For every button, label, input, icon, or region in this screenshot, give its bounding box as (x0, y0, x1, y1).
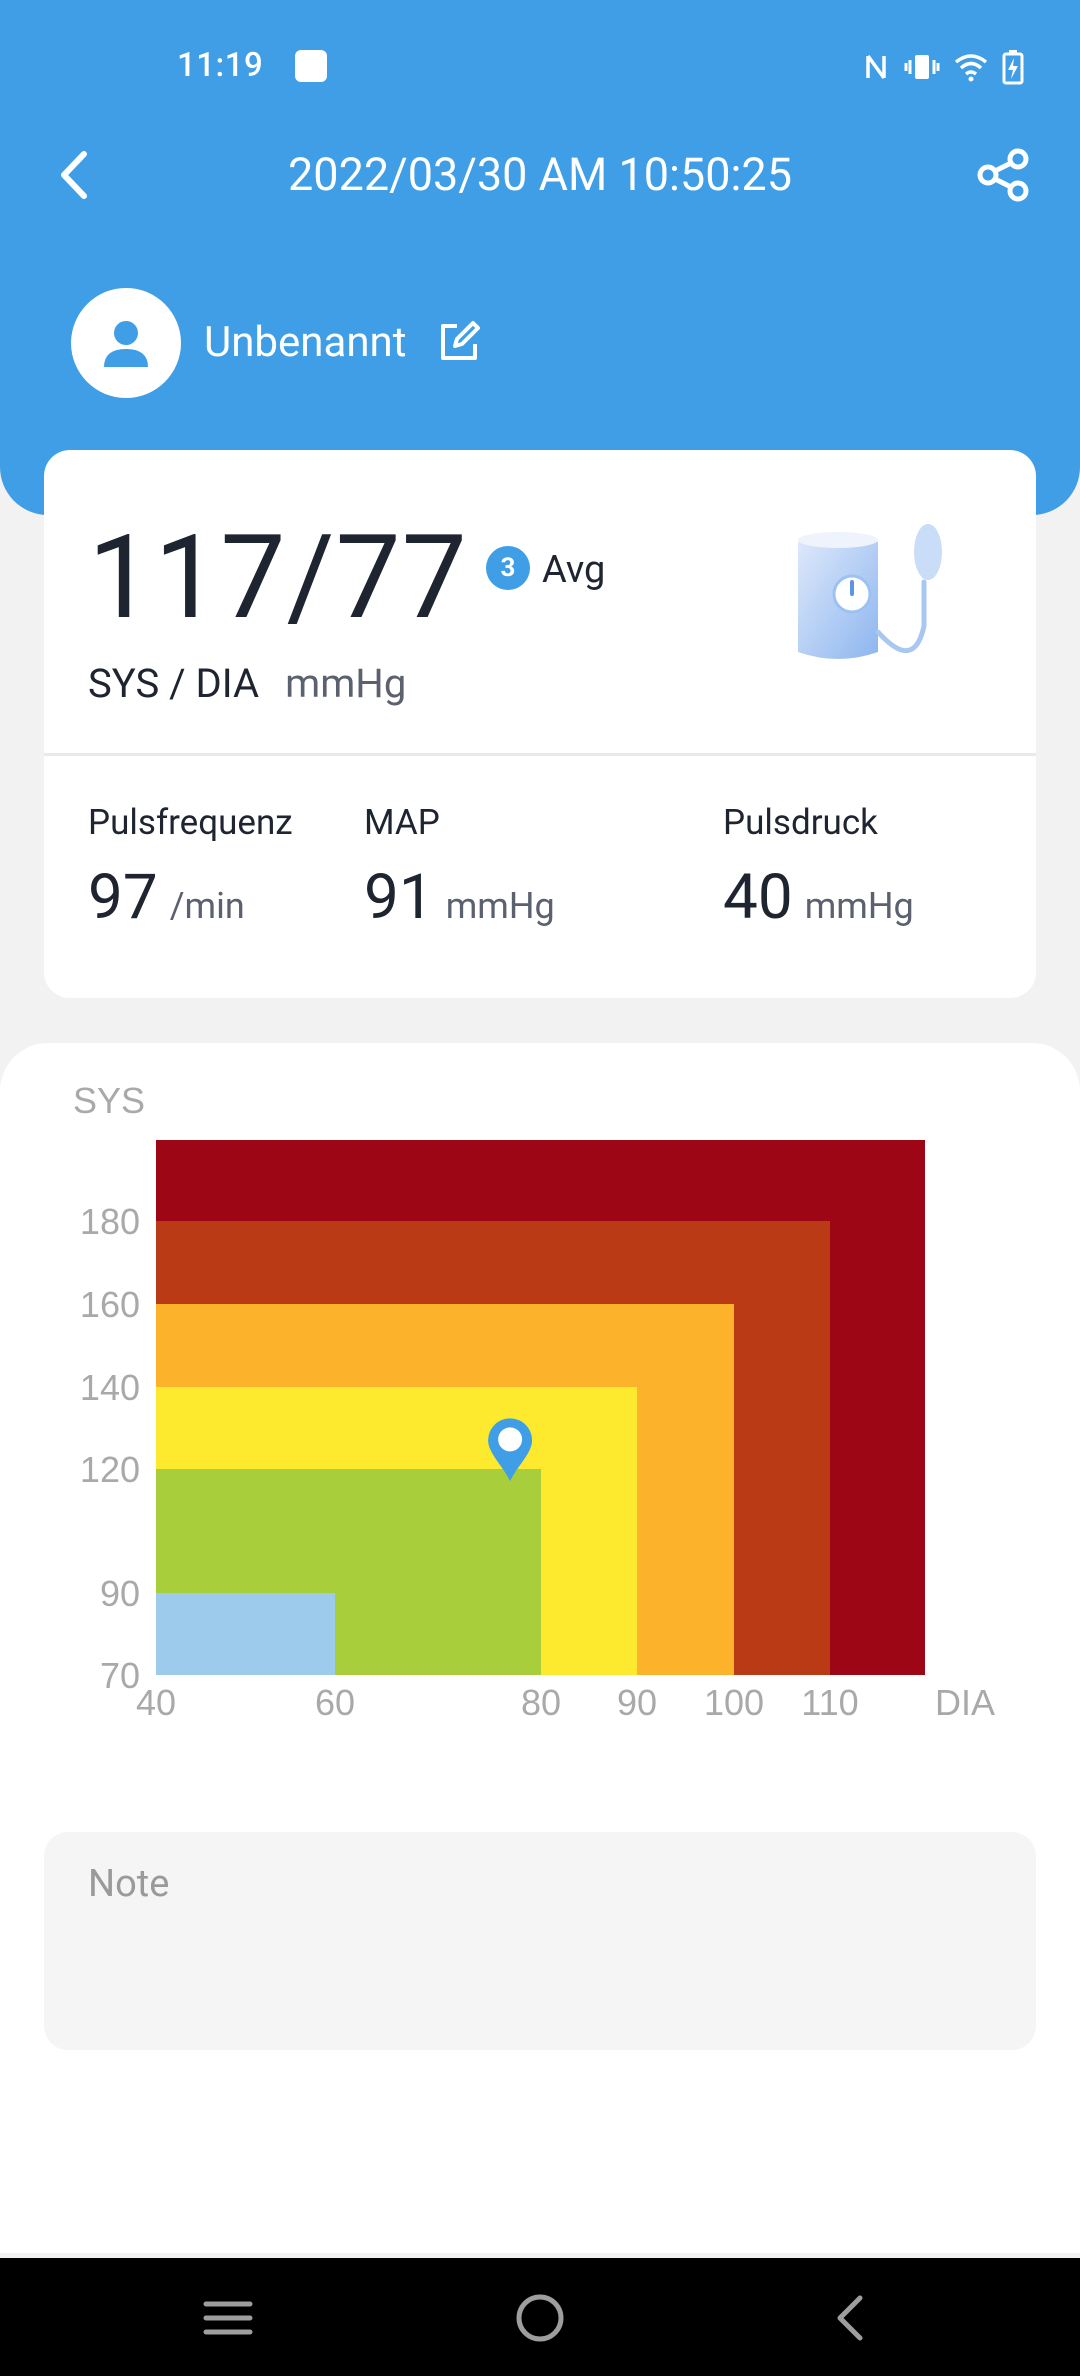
metric-unit: /min (169, 885, 245, 927)
note-field[interactable]: Note (44, 1832, 1036, 2050)
y-axis-label: SYS (73, 1080, 145, 1121)
sys-dia-label: SYS / DIA (88, 660, 260, 707)
status-bar: 11:19 (0, 0, 1080, 130)
edit-icon[interactable] (435, 318, 483, 366)
metric-label: MAP (364, 802, 440, 843)
person-icon (104, 321, 148, 367)
location-pin-dot (498, 1427, 523, 1452)
home-icon[interactable] (510, 2288, 570, 2348)
metric-value-row: 97/min (88, 861, 293, 934)
y-tick-label: 160 (80, 1284, 140, 1325)
metric-value: 91 (364, 861, 434, 934)
metric-value: 97 (88, 861, 158, 934)
reading-location-marker (488, 1418, 533, 1482)
y-tick-label: 140 (80, 1367, 140, 1408)
avatar[interactable] (71, 288, 181, 398)
y-tick-label: 70 (100, 1655, 140, 1696)
bp-classification-chart: 70 90 120 140 160 180 40 60 80 90 100 110 SYS DIA (73, 1080, 995, 1723)
x-tick-label: 100 (704, 1682, 764, 1723)
note-placeholder: Note (88, 1862, 170, 1906)
metric-value-row: 40 mmHg (723, 861, 914, 934)
status-icons (864, 48, 1024, 86)
y-tick-label: 120 (80, 1449, 140, 1490)
mmhg-unit: mmHg (285, 660, 407, 707)
notification-icon (295, 50, 327, 82)
header-background (0, 0, 1080, 515)
system-navigation-bar (0, 2258, 1080, 2376)
back-arrow-icon[interactable] (50, 140, 100, 210)
chart-ticks: 70 90 120 140 160 180 40 60 80 90 100 110 (80, 1201, 859, 1723)
bp-classification-chart-card: 70 90 120 140 160 180 40 60 80 90 100 110 SYS DIA N… (0, 1043, 1080, 2253)
x-tick-label: 80 (521, 1682, 561, 1723)
metric-pulse-pressure: Pulsdruck 40 mmHg (723, 802, 914, 934)
metric-label: Pulsdruck (723, 802, 878, 843)
card-divider (44, 753, 1036, 756)
back-icon[interactable] (822, 2288, 882, 2348)
metric-pulse-rate: Pulsfrequenz 97/min (88, 802, 293, 934)
chart-zone-5 (156, 1593, 335, 1675)
y-tick-label: 90 (100, 1573, 140, 1614)
chart-zones (156, 1140, 925, 1675)
y-tick-label: 180 (80, 1201, 140, 1242)
battery-charging-icon (1002, 50, 1024, 85)
nfc-icon (866, 54, 886, 80)
metric-unit: mmHg (804, 885, 914, 927)
avg-label: Avg (542, 548, 606, 592)
reading-card: 117/77 3 Avg SYS / DIA mmHg Pulsfrequenz … (44, 450, 1036, 998)
menu-icon[interactable] (198, 2288, 258, 2348)
status-time: 11:19 (177, 46, 264, 85)
x-tick-label: 110 (801, 1682, 858, 1723)
avg-count-badge: 3 (486, 546, 530, 590)
vibrate-icon (904, 55, 940, 79)
metric-unit: mmHg (445, 885, 555, 927)
x-tick-label: 90 (617, 1682, 657, 1723)
blood-pressure-cuff-icon (798, 524, 942, 659)
units-row: SYS / DIA mmHg (88, 660, 406, 707)
metric-map: MAP 91 mmHg (364, 802, 555, 934)
x-tick-label: 60 (315, 1682, 355, 1723)
metric-value: 40 (723, 861, 793, 934)
metric-label: Pulsfrequenz (88, 802, 293, 843)
blood-pressure-value: 117/77 (88, 510, 468, 646)
x-tick-label: 40 (136, 1682, 176, 1723)
metric-value-row: 91 mmHg (364, 861, 555, 934)
wifi-icon (954, 54, 988, 82)
share-icon[interactable] (974, 145, 1034, 205)
x-axis-label: DIA (935, 1682, 995, 1723)
user-name[interactable]: Unbenannt (204, 318, 407, 367)
page-title: 2022/03/30 AM 10:50:25 (288, 148, 792, 201)
